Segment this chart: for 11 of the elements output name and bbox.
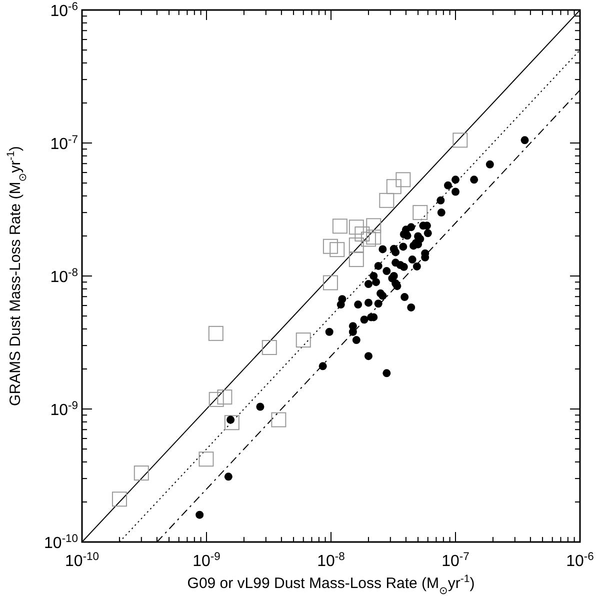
y-tick-label: 10$^{-9}$ [50,400,78,419]
x-tick-label: 10$^{-6}$ [566,551,594,570]
y-tick-label: 10$^{-6}$ [50,1,78,20]
y-tick-label: 10$^{-10}$ [44,533,78,552]
x-tick-label: 10$^{-8}$ [317,551,345,570]
x-axis-title: G09 or vL99 Dust Mass-Loss Rate (M$_{⊙}$yr$^{-1}$) [187,573,475,596]
y-tick-label: 10$^{-8}$ [50,267,78,286]
x-tick-label: 10$^{-10}$ [65,551,99,570]
x-tick-label: 10$^{-7}$ [442,551,470,570]
y-tick-label: 10$^{-7}$ [50,134,78,153]
x-tick-label: 10$^{-9}$ [192,551,220,570]
